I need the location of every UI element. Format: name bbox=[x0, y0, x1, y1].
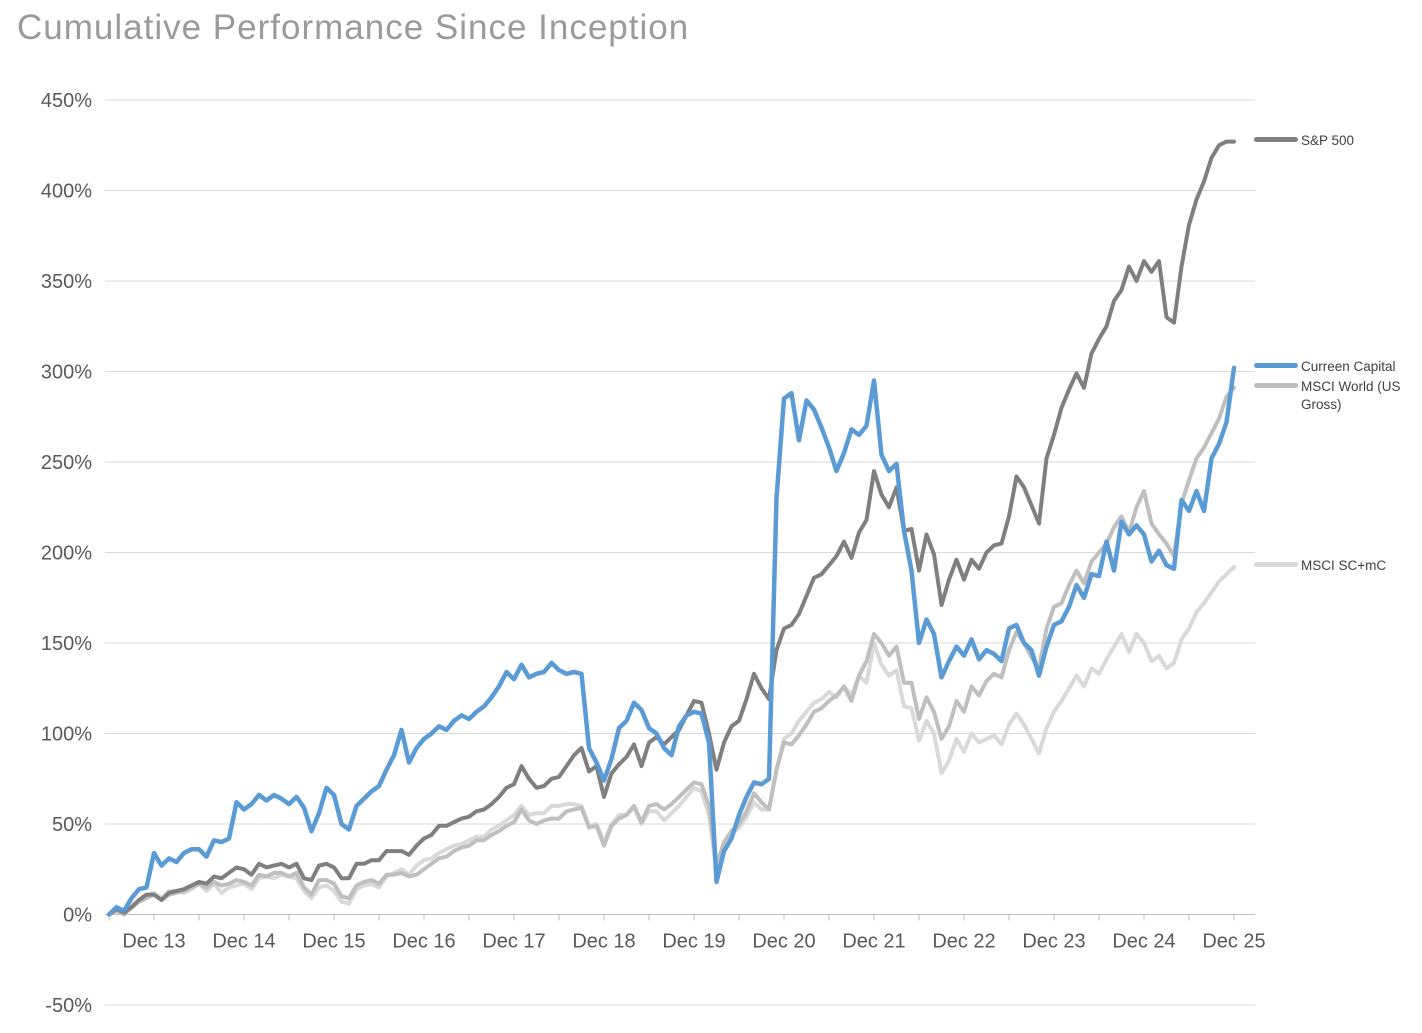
y-axis-tick-label: -50% bbox=[45, 995, 92, 1017]
legend-swatch-icon bbox=[1254, 136, 1298, 142]
legend-swatch-icon bbox=[1254, 382, 1298, 388]
y-axis-tick-label: 150% bbox=[41, 633, 92, 655]
y-axis-tick-label: 350% bbox=[41, 271, 92, 293]
x-axis-tick-label: Dec 22 bbox=[932, 931, 995, 953]
legend-label: S&P 500 bbox=[1301, 132, 1355, 148]
x-axis-tick-label: Dec 24 bbox=[1112, 931, 1175, 953]
x-axis-tick-label: Dec 25 bbox=[1202, 931, 1265, 953]
x-axis-tick-label: Dec 21 bbox=[842, 931, 905, 953]
y-axis-tick-label: 200% bbox=[41, 543, 92, 565]
y-axis-tick-label: 0% bbox=[63, 905, 92, 927]
y-axis-tick-label: 50% bbox=[52, 814, 92, 836]
x-axis-tick-label: Dec 13 bbox=[122, 931, 185, 953]
y-axis-tick-label: 250% bbox=[41, 452, 92, 474]
x-axis-tick-label: Dec 16 bbox=[392, 931, 455, 953]
y-axis-tick-label: 100% bbox=[41, 724, 92, 746]
y-axis-tick-label: 450% bbox=[41, 90, 92, 112]
legend-swatch-icon bbox=[1254, 561, 1298, 567]
series-line-msci-sc-mc bbox=[107, 565, 1236, 917]
x-axis-tick-label: Dec 23 bbox=[1022, 931, 1085, 953]
x-axis-tick-label: Dec 14 bbox=[212, 931, 275, 953]
legend-item-msci-sc-mc: MSCI SC+mC bbox=[1254, 557, 1386, 575]
y-axis-tick-label: 400% bbox=[41, 181, 92, 203]
x-axis-tick-label: Dec 17 bbox=[482, 931, 545, 953]
series-line-s-p-500 bbox=[107, 139, 1236, 917]
legend-item-s-p-500: S&P 500 bbox=[1254, 132, 1354, 150]
series-line-msci-world-us-gross bbox=[107, 385, 1236, 917]
legend-label: MSCI SC+mC bbox=[1301, 557, 1387, 573]
legend-swatch-icon bbox=[1254, 362, 1298, 368]
chart-title: Cumulative Performance Since Inception bbox=[17, 8, 690, 47]
series-line-curreen-capital bbox=[106, 365, 1237, 917]
legend-label: Curreen Capital bbox=[1301, 358, 1396, 374]
legend-item-msci-world-us-gross: MSCI World (US Gross) bbox=[1254, 378, 1417, 414]
x-axis-tick-label: Dec 15 bbox=[302, 931, 365, 953]
x-axis-tick-label: Dec 18 bbox=[572, 931, 635, 953]
legend-item-curreen-capital: Curreen Capital bbox=[1254, 358, 1396, 376]
x-axis-tick-label: Dec 19 bbox=[662, 931, 725, 953]
y-axis-tick-label: 300% bbox=[41, 362, 92, 384]
x-axis-tick-label: Dec 20 bbox=[752, 931, 815, 953]
legend-label: MSCI World (US Gross) bbox=[1301, 378, 1401, 412]
